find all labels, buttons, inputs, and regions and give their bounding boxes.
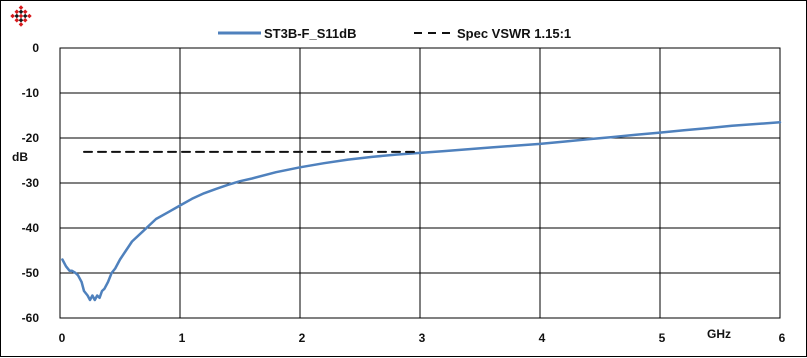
logo-tile bbox=[27, 13, 32, 19]
logo-tile bbox=[14, 13, 20, 19]
y-tick-label: -60 bbox=[22, 311, 40, 325]
logo-tile bbox=[18, 13, 24, 19]
x-tick-label: 0 bbox=[59, 331, 66, 345]
x-axis-tick-labels: 0 1 2 3 4 5 6 bbox=[59, 331, 786, 345]
x-tick-label: 4 bbox=[539, 331, 546, 345]
x-tick-label: 3 bbox=[419, 331, 426, 345]
logo-tile bbox=[18, 17, 24, 23]
y-tick-label: 0 bbox=[32, 41, 39, 55]
gridlines bbox=[59, 47, 781, 319]
logo-tile bbox=[22, 9, 28, 15]
series-line-s11 bbox=[61, 121, 782, 302]
y-tick-label: -40 bbox=[22, 221, 40, 235]
legend: ST3B-F_S11dB Spec VSWR 1.15:1 bbox=[218, 26, 571, 41]
logo-tile bbox=[22, 17, 28, 23]
logo-tile bbox=[10, 13, 15, 19]
legend-label-s11: ST3B-F_S11dB bbox=[264, 26, 356, 41]
x-tick-label: 6 bbox=[779, 331, 786, 345]
logo-tile bbox=[14, 17, 20, 23]
red-diamond-logo-icon bbox=[10, 5, 32, 27]
logo-tile bbox=[18, 5, 24, 10]
legend-label-spec: Spec VSWR 1.15:1 bbox=[457, 26, 571, 41]
x-tick-label: 5 bbox=[659, 331, 666, 345]
series-group bbox=[61, 121, 782, 302]
logo-tile bbox=[18, 9, 24, 15]
logo-tile bbox=[18, 22, 24, 27]
x-axis-label: GHz bbox=[707, 327, 731, 341]
y-axis-label: dB bbox=[12, 150, 28, 164]
y-tick-label: -30 bbox=[22, 176, 40, 190]
y-tick-label: -10 bbox=[22, 86, 40, 100]
logo-tile bbox=[22, 13, 28, 19]
y-axis-tick-labels: 0 -10 -20 -30 -40 -50 -60 bbox=[22, 41, 40, 325]
logo-tile bbox=[14, 9, 20, 15]
y-tick-label: -20 bbox=[22, 131, 40, 145]
x-tick-label: 1 bbox=[179, 331, 186, 345]
x-tick-label: 2 bbox=[299, 331, 306, 345]
y-tick-label: -50 bbox=[22, 266, 40, 280]
